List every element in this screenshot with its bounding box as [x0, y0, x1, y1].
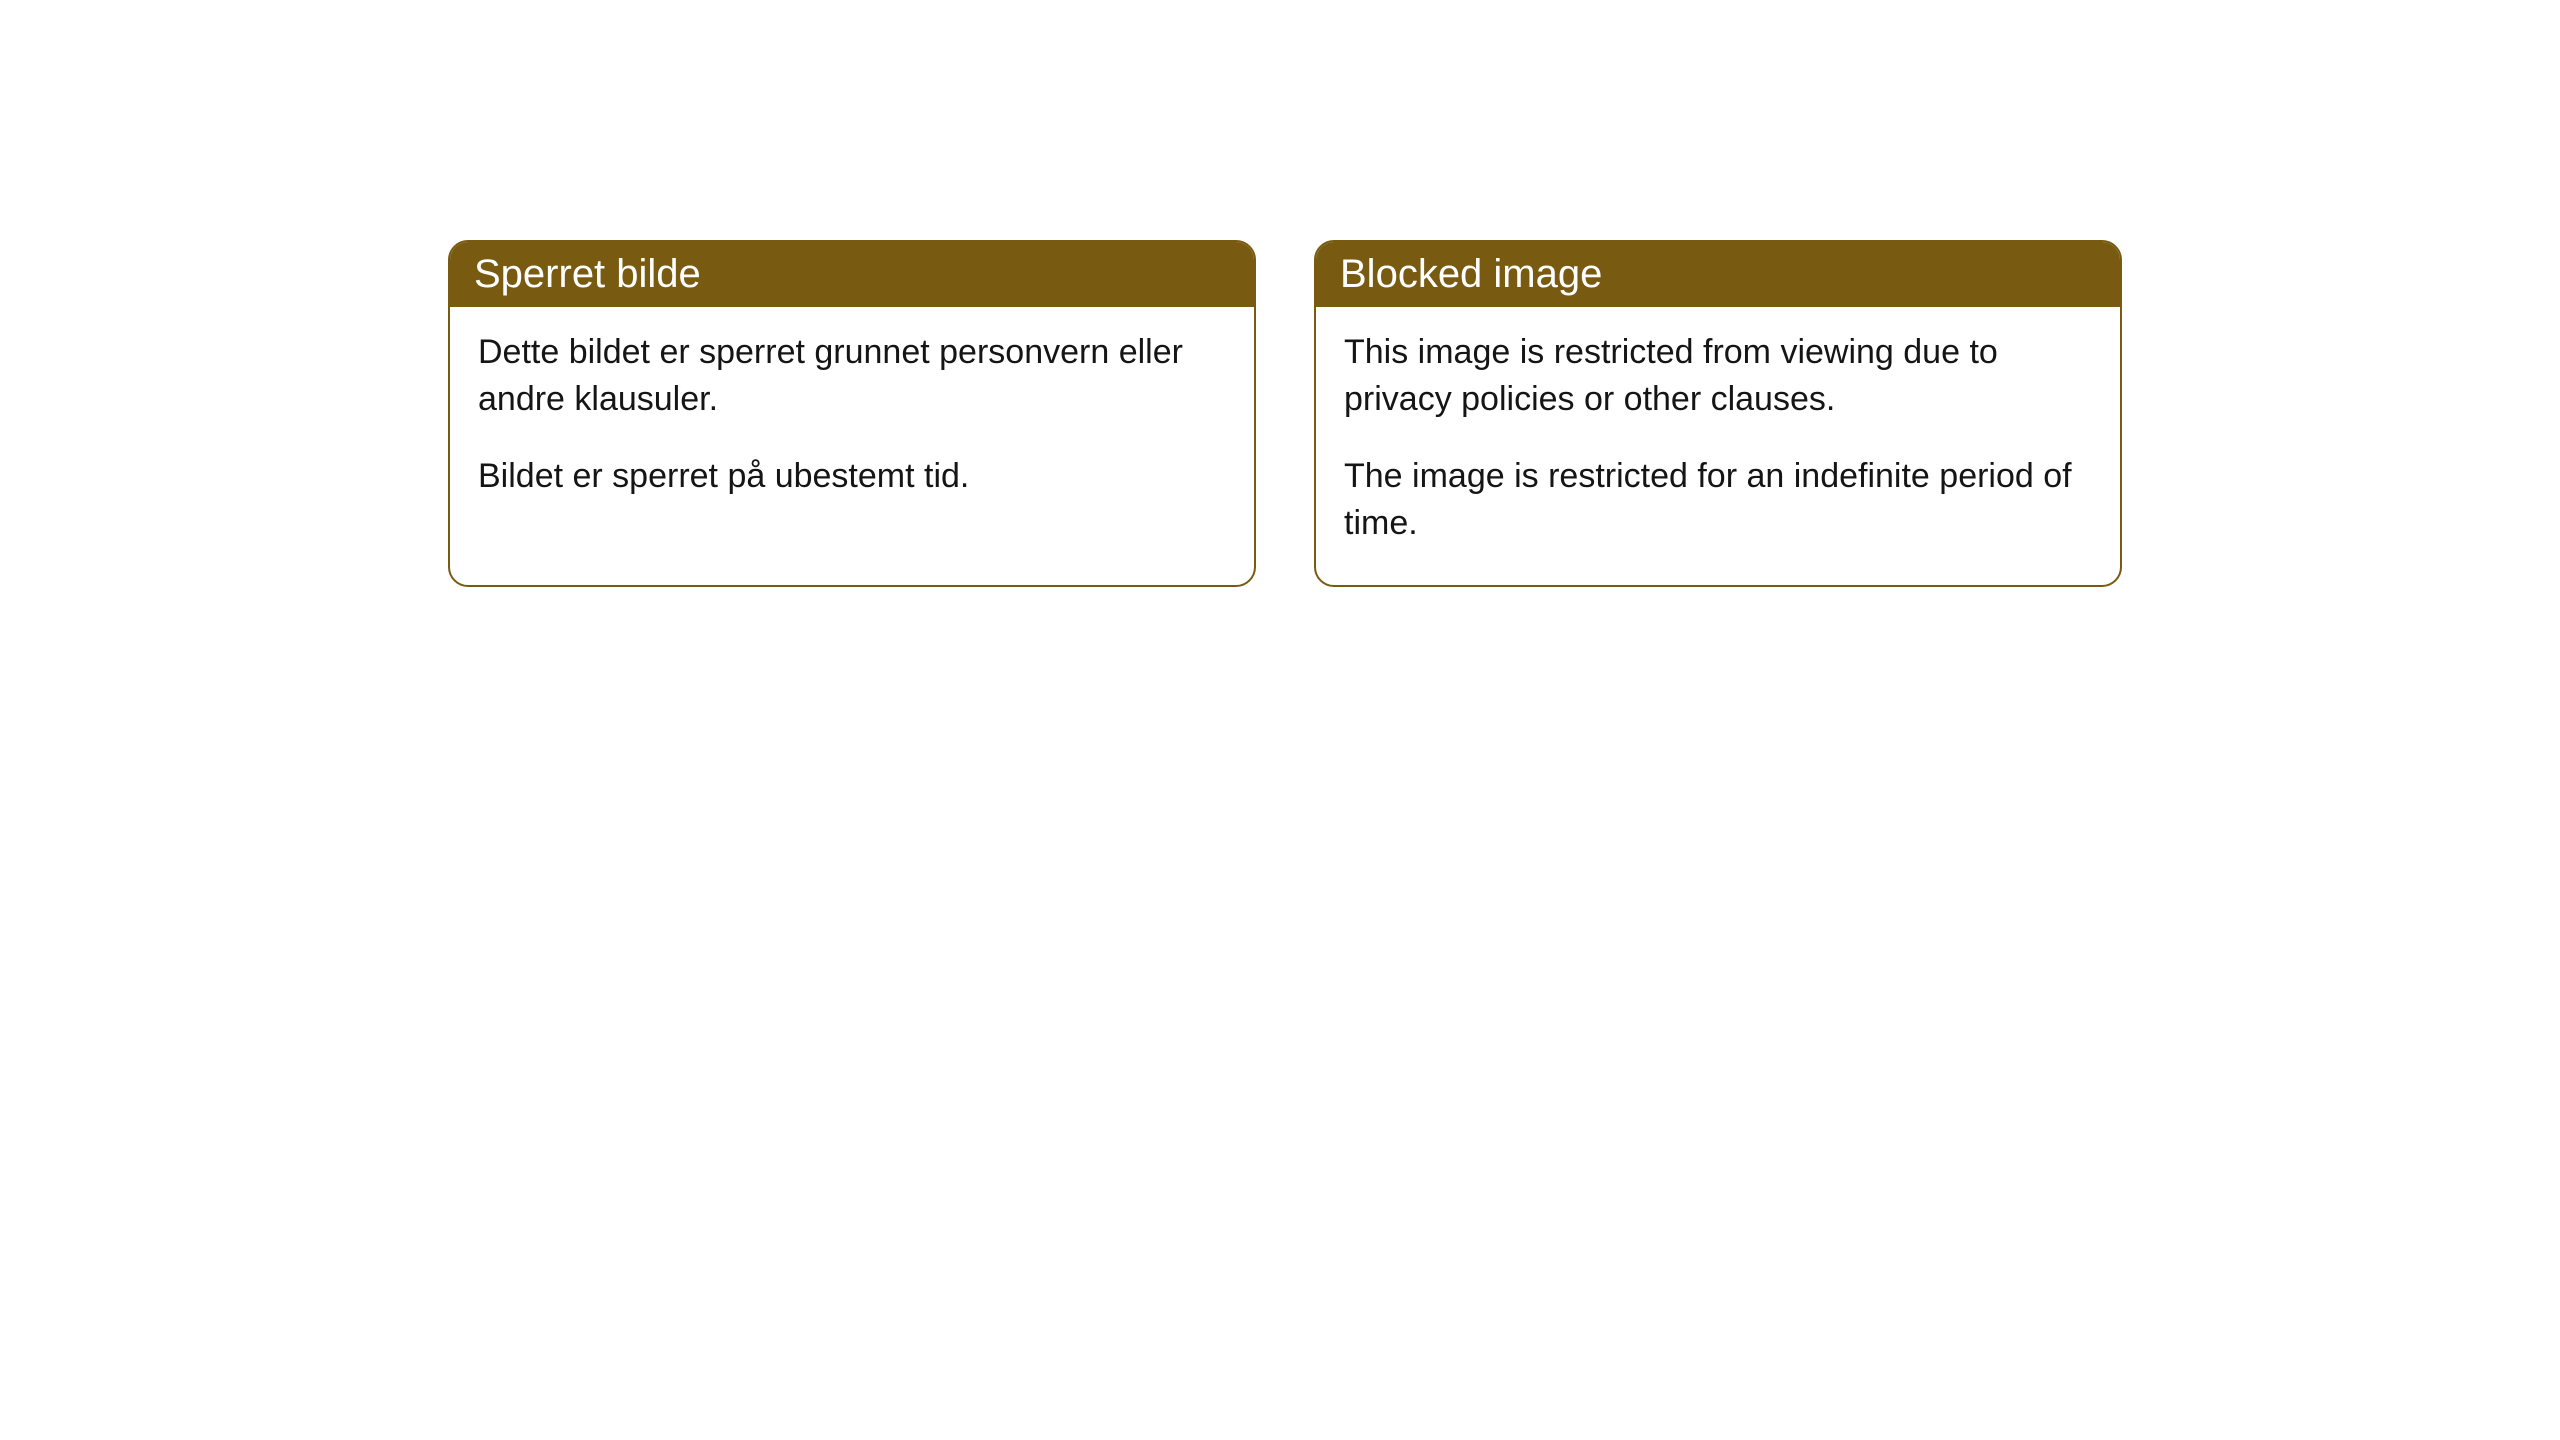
blocked-image-card-en: Blocked image This image is restricted f… — [1314, 240, 2122, 587]
card-text-en-1: This image is restricted from viewing du… — [1344, 329, 2092, 423]
card-container: Sperret bilde Dette bildet er sperret gr… — [0, 0, 2560, 587]
card-header-en: Blocked image — [1316, 242, 2120, 307]
card-body-no: Dette bildet er sperret grunnet personve… — [450, 307, 1254, 538]
card-header-no: Sperret bilde — [450, 242, 1254, 307]
card-text-en-2: The image is restricted for an indefinit… — [1344, 453, 2092, 547]
card-text-no-1: Dette bildet er sperret grunnet personve… — [478, 329, 1226, 423]
card-body-en: This image is restricted from viewing du… — [1316, 307, 2120, 585]
card-text-no-2: Bildet er sperret på ubestemt tid. — [478, 453, 1226, 500]
blocked-image-card-no: Sperret bilde Dette bildet er sperret gr… — [448, 240, 1256, 587]
